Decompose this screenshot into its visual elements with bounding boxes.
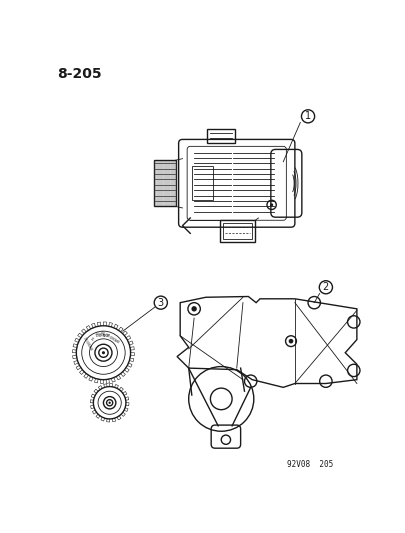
Bar: [153, 160, 175, 206]
Text: DO NOT: DO NOT: [96, 334, 110, 338]
Text: OIL: OIL: [89, 336, 95, 342]
Bar: [219, 220, 255, 242]
Circle shape: [102, 351, 105, 354]
Text: 1: 1: [304, 111, 310, 122]
Text: 2: 2: [322, 282, 328, 292]
Circle shape: [108, 401, 111, 404]
Text: 92V08  205: 92V08 205: [286, 459, 333, 469]
Text: OIL OR GREASE: OIL OR GREASE: [99, 330, 119, 344]
Text: OR GREASE: OR GREASE: [83, 336, 93, 351]
Text: 3: 3: [158, 297, 164, 308]
Bar: [191, 166, 213, 200]
Text: DO NOT: DO NOT: [95, 333, 105, 338]
Circle shape: [288, 339, 292, 343]
Circle shape: [191, 306, 196, 311]
Bar: [207, 130, 234, 143]
Circle shape: [269, 203, 273, 206]
Bar: [222, 223, 252, 239]
Text: 8-205: 8-205: [57, 67, 101, 81]
